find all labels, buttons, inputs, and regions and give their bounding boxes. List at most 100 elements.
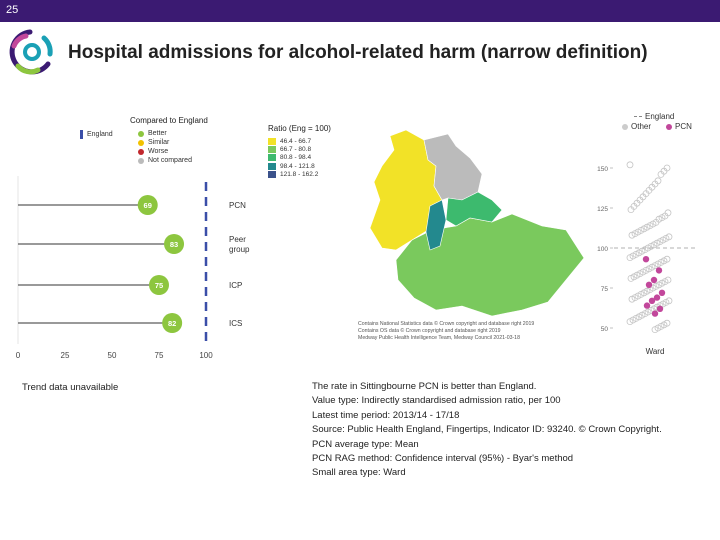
title-bar: 25: [0, 0, 720, 22]
ward-legend-england: England: [634, 112, 674, 121]
ratio-label: 46.4 - 66.7: [280, 138, 312, 145]
slide-number: 25: [6, 4, 19, 16]
note-line: Source: Public Health England, Fingertip…: [312, 424, 662, 436]
ward-point-pcn: [642, 256, 650, 263]
legend-england: England: [80, 130, 113, 139]
legend-better: Better: [138, 130, 167, 137]
ward-point-pcn: [651, 310, 659, 317]
ratio-swatch: [268, 154, 276, 162]
ratio-legend-title: Ratio (Eng = 100): [268, 124, 331, 133]
ward-legend-pcn: PCN: [666, 122, 692, 131]
england-line-swatch: [80, 130, 83, 139]
ward-point-other: [626, 318, 634, 326]
lollipop-point: [162, 313, 183, 333]
data-label: 75: [155, 281, 163, 290]
ratio-swatch: [268, 162, 276, 170]
ratio-legend-item: 46.4 - 66.7: [268, 138, 311, 145]
ward-point-pcn: [653, 294, 661, 301]
ward-point-pcn: [655, 267, 663, 274]
similar-swatch: [138, 139, 144, 146]
category-label: PCN: [229, 201, 246, 210]
ward-point-pcn: [656, 305, 664, 312]
not-compared-swatch: [138, 157, 144, 164]
ward-point-other: [627, 274, 635, 282]
y-tick-label: 125: [597, 206, 608, 213]
legend-worse: Worse: [138, 148, 168, 155]
y-tick-label: 75: [601, 286, 609, 293]
ratio-label: 80.8 - 98.4: [280, 154, 312, 162]
ward-point-other: [626, 161, 634, 169]
ward-legend-pcn-label: PCN: [675, 122, 692, 131]
notes-block: The rate in Sittingbourne PCN is better …: [312, 380, 662, 481]
ratio-legend-item: 121.8 - 162.2: [268, 170, 319, 178]
pcn-swatch: [666, 123, 672, 130]
ratio-legend-item: 80.8 - 98.4: [268, 154, 312, 162]
map-region-pcn: [425, 199, 447, 251]
note-line: The rate in Sittingbourne PCN is better …: [312, 381, 537, 392]
ward-point-pcn: [643, 302, 651, 309]
map-credit-line: Contains National Statistics data © Crow…: [358, 321, 535, 327]
logo-icon: [9, 29, 53, 75]
y-tick-label: 50: [601, 326, 609, 333]
legend-not-compared-label: Not compared: [148, 157, 192, 164]
ward-point-other: [651, 326, 659, 334]
ratio-label: 121.8 - 162.2: [280, 170, 319, 178]
ratio-swatch: [268, 170, 276, 178]
map-credit-line: Contains OS data © Crown copyright and d…: [358, 328, 501, 334]
ward-point-pcn: [658, 289, 666, 296]
data-label: 83: [170, 240, 178, 249]
ward-point-other: [627, 206, 635, 213]
y-tick-label: 150: [597, 166, 608, 173]
ward-point-pcn: [648, 297, 656, 304]
data-label: 69: [144, 201, 152, 210]
ward-legend-england-label: England: [645, 112, 675, 121]
note-line: PCN RAG method: Confidence interval (95%…: [312, 453, 574, 465]
y-tick-label: 100: [597, 246, 608, 253]
lollipop-point: [164, 234, 185, 254]
legend-similar-label: Similar: [148, 139, 170, 146]
legend-england-label: England: [87, 131, 113, 138]
ward-point-pcn: [645, 281, 653, 288]
legend-similar: Similar: [138, 139, 169, 146]
note-line: PCN average type: Mean: [312, 438, 419, 450]
lollipop-point: [137, 195, 158, 215]
ratio-label: 66.7 - 80.8: [280, 146, 312, 154]
ward-map: [369, 130, 585, 317]
worse-swatch: [138, 148, 144, 155]
map-region-center: [445, 191, 503, 227]
ward-legend-other: Other: [622, 122, 651, 131]
ratio-swatch: [268, 146, 276, 154]
data-label: 82: [168, 319, 176, 328]
ward-point-pcn: [650, 276, 658, 284]
better-swatch: [138, 130, 144, 137]
note-line: Value type: Indirectly standardised admi…: [312, 395, 561, 407]
ward-scatter-chart: 50 75 100 125 150 Ward: [597, 161, 698, 356]
page-title: Hospital admissions for alcohol-related …: [68, 42, 648, 63]
x-tick-label: 75: [155, 351, 164, 360]
note-line: Latest time period: 2013/14 - 17/18: [312, 409, 460, 421]
ward-point-other: [628, 295, 636, 303]
comparison-chart: 0 25 50 75 100 69 83 75 82 PCN Peer group ICP ICS: [16, 176, 250, 360]
lollipop-point: [149, 275, 169, 295]
ward-point-other: [657, 171, 665, 178]
x-tick-label: 0: [16, 351, 21, 360]
ward-point-other: [628, 231, 636, 239]
other-swatch: [622, 123, 628, 130]
ward-legend-other-label: Other: [631, 122, 652, 131]
legend-not-compared: Not compared: [138, 157, 192, 164]
x-tick-label: 50: [108, 351, 117, 360]
ratio-legend-item: 98.4 - 121.8: [268, 162, 315, 170]
legend-worse-label: Worse: [148, 148, 169, 155]
note-line: Small area type: Ward: [312, 467, 406, 479]
legend-better-label: Better: [148, 130, 167, 137]
map-credits: Contains National Statistics data © Crow…: [358, 321, 534, 342]
ratio-swatch: [268, 138, 276, 145]
ward-point-other: [626, 254, 634, 261]
map-credit-line: Medway Public Health Intelligence Team, …: [358, 335, 520, 341]
ratio-label: 98.4 - 121.8: [280, 162, 315, 170]
x-tick-label: 100: [199, 351, 213, 360]
category-label: Peer group: [229, 235, 250, 254]
trend-message: Trend data unavailable: [22, 382, 119, 393]
category-label: ICS: [229, 319, 242, 328]
x-axis-label: Ward: [646, 347, 665, 356]
